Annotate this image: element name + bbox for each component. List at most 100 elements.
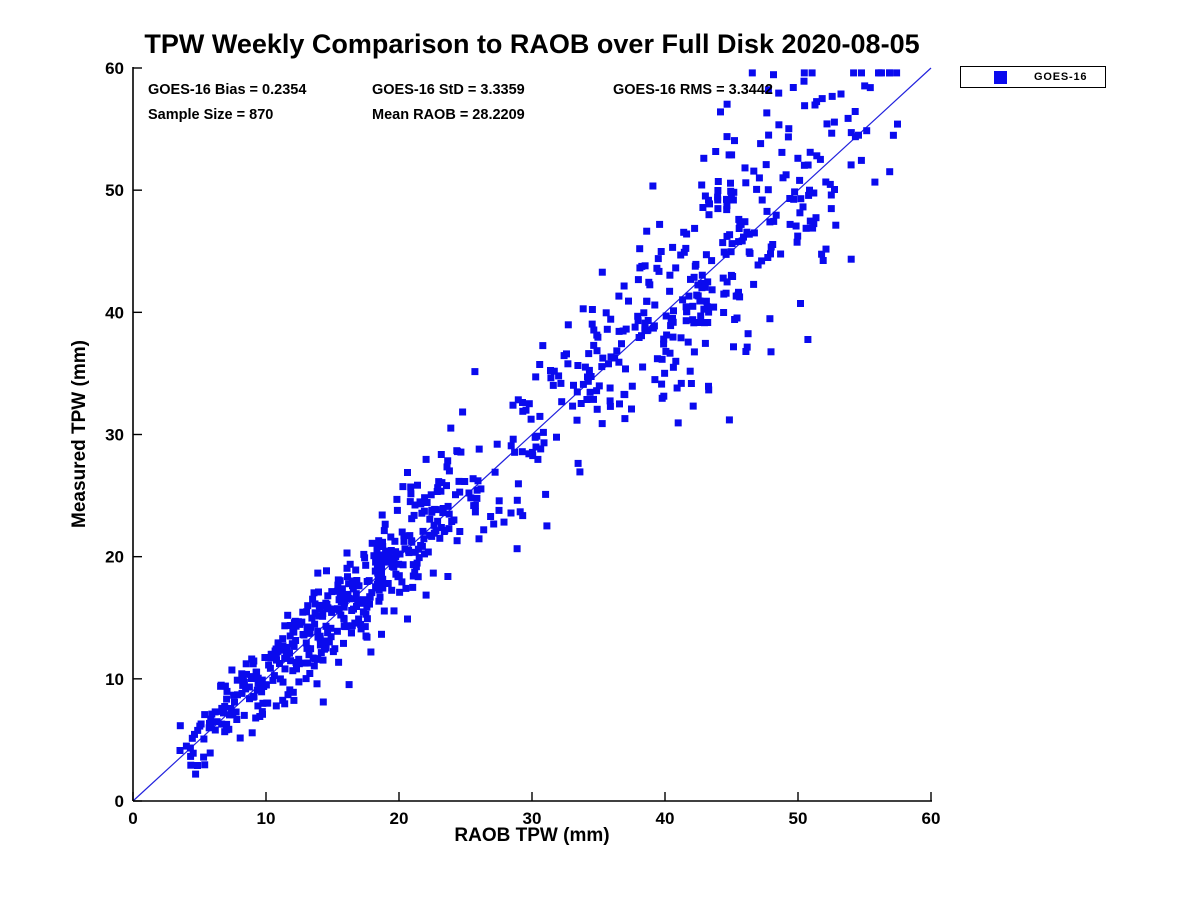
scatter-point (200, 753, 208, 761)
scatter-point (376, 593, 384, 601)
scatter-point (207, 715, 215, 723)
scatter-point (525, 400, 533, 408)
scatter-point (638, 332, 645, 340)
scatter-point (726, 231, 734, 239)
scatter-point (828, 92, 836, 100)
scatter-point (509, 435, 517, 443)
scatter-point (701, 192, 709, 200)
scatter-point (579, 380, 587, 388)
scatter-point (762, 161, 770, 169)
y-tick-label: 50 (105, 181, 124, 200)
scatter-point (700, 305, 708, 313)
scatter-point (391, 537, 399, 545)
scatter-point (564, 321, 572, 329)
scatter-point (527, 415, 535, 423)
scatter-point (797, 195, 805, 203)
scatter-point (254, 679, 262, 687)
scatter-point (802, 224, 810, 232)
scatter-point (576, 468, 584, 476)
scatter-point (281, 622, 289, 630)
scatter-point (346, 560, 354, 568)
scatter-point (723, 100, 731, 108)
scatter-point (725, 416, 733, 424)
scatter-point (348, 622, 356, 630)
scatter-point (223, 687, 231, 695)
scatter-point (328, 608, 336, 616)
scatter-point (791, 188, 799, 196)
scatter-point (764, 86, 772, 94)
scatter-point (649, 182, 657, 190)
scatter-point (461, 478, 469, 485)
scatter-point (206, 749, 214, 757)
scatter-point (360, 550, 368, 558)
scatter-point (620, 390, 628, 398)
scatter-point (182, 742, 190, 750)
scatter-point (343, 564, 351, 572)
scatter-point (698, 271, 706, 279)
scatter-point (417, 542, 425, 549)
scatter-point (813, 98, 821, 106)
scatter-point (372, 558, 380, 566)
scatter-point (685, 292, 693, 300)
scatter-point (767, 250, 774, 258)
scatter-point (236, 734, 244, 742)
scatter-point (473, 486, 481, 494)
scatter-point (547, 367, 554, 374)
scatter-point (258, 681, 266, 689)
scatter-point (819, 257, 827, 264)
scatter-point (337, 598, 345, 605)
scatter-point (378, 511, 386, 519)
y-tick-label: 20 (105, 548, 124, 567)
scatter-point (362, 632, 370, 640)
scatter-point (306, 670, 314, 677)
scatter-point (804, 161, 812, 169)
scatter-point (333, 627, 341, 635)
scatter-point (657, 248, 665, 255)
scatter-point (765, 131, 773, 139)
scatter-point (847, 255, 855, 263)
scatter-point (871, 178, 879, 186)
scatter-point (631, 323, 639, 331)
scatter-point (689, 402, 697, 410)
scatter-point (758, 257, 766, 265)
scatter-point (393, 506, 401, 514)
scatter-point (700, 154, 708, 162)
scatter-point (406, 498, 414, 506)
scatter-point (705, 386, 713, 394)
stat-rms: GOES-16 RMS = 3.3442 (613, 82, 773, 98)
scatter-point (682, 244, 690, 252)
scatter-point (218, 720, 226, 728)
scatter-point (547, 374, 555, 382)
scatter-point (683, 230, 691, 238)
scatter-point (593, 405, 601, 413)
scatter-point (723, 133, 731, 141)
scatter-point (396, 588, 404, 596)
scatter-point (745, 248, 753, 256)
scatter-point (487, 513, 495, 520)
scatter-point (705, 308, 713, 316)
scatter-point (516, 508, 524, 516)
scatter-point (584, 377, 592, 385)
scatter-point (684, 338, 692, 346)
scatter-point (583, 396, 591, 403)
scatter-point (660, 335, 668, 343)
scatter-point (388, 562, 396, 570)
scatter-point (321, 637, 329, 645)
scatter-point (340, 603, 348, 611)
scatter-point (634, 312, 642, 320)
scatter-point (314, 633, 322, 641)
scatter-point (656, 220, 664, 228)
scatter-point (727, 248, 735, 256)
scatter-point (290, 696, 298, 704)
scatter-point (748, 69, 756, 77)
scatter-point (473, 494, 481, 502)
scatter-point (639, 363, 647, 371)
scatter-point (866, 84, 874, 92)
scatter-point (569, 402, 577, 410)
scatter-point (433, 488, 441, 495)
scatter-point (437, 451, 445, 458)
y-tick-label: 60 (105, 59, 124, 78)
scatter-point (720, 290, 728, 298)
scatter-point (299, 608, 307, 616)
